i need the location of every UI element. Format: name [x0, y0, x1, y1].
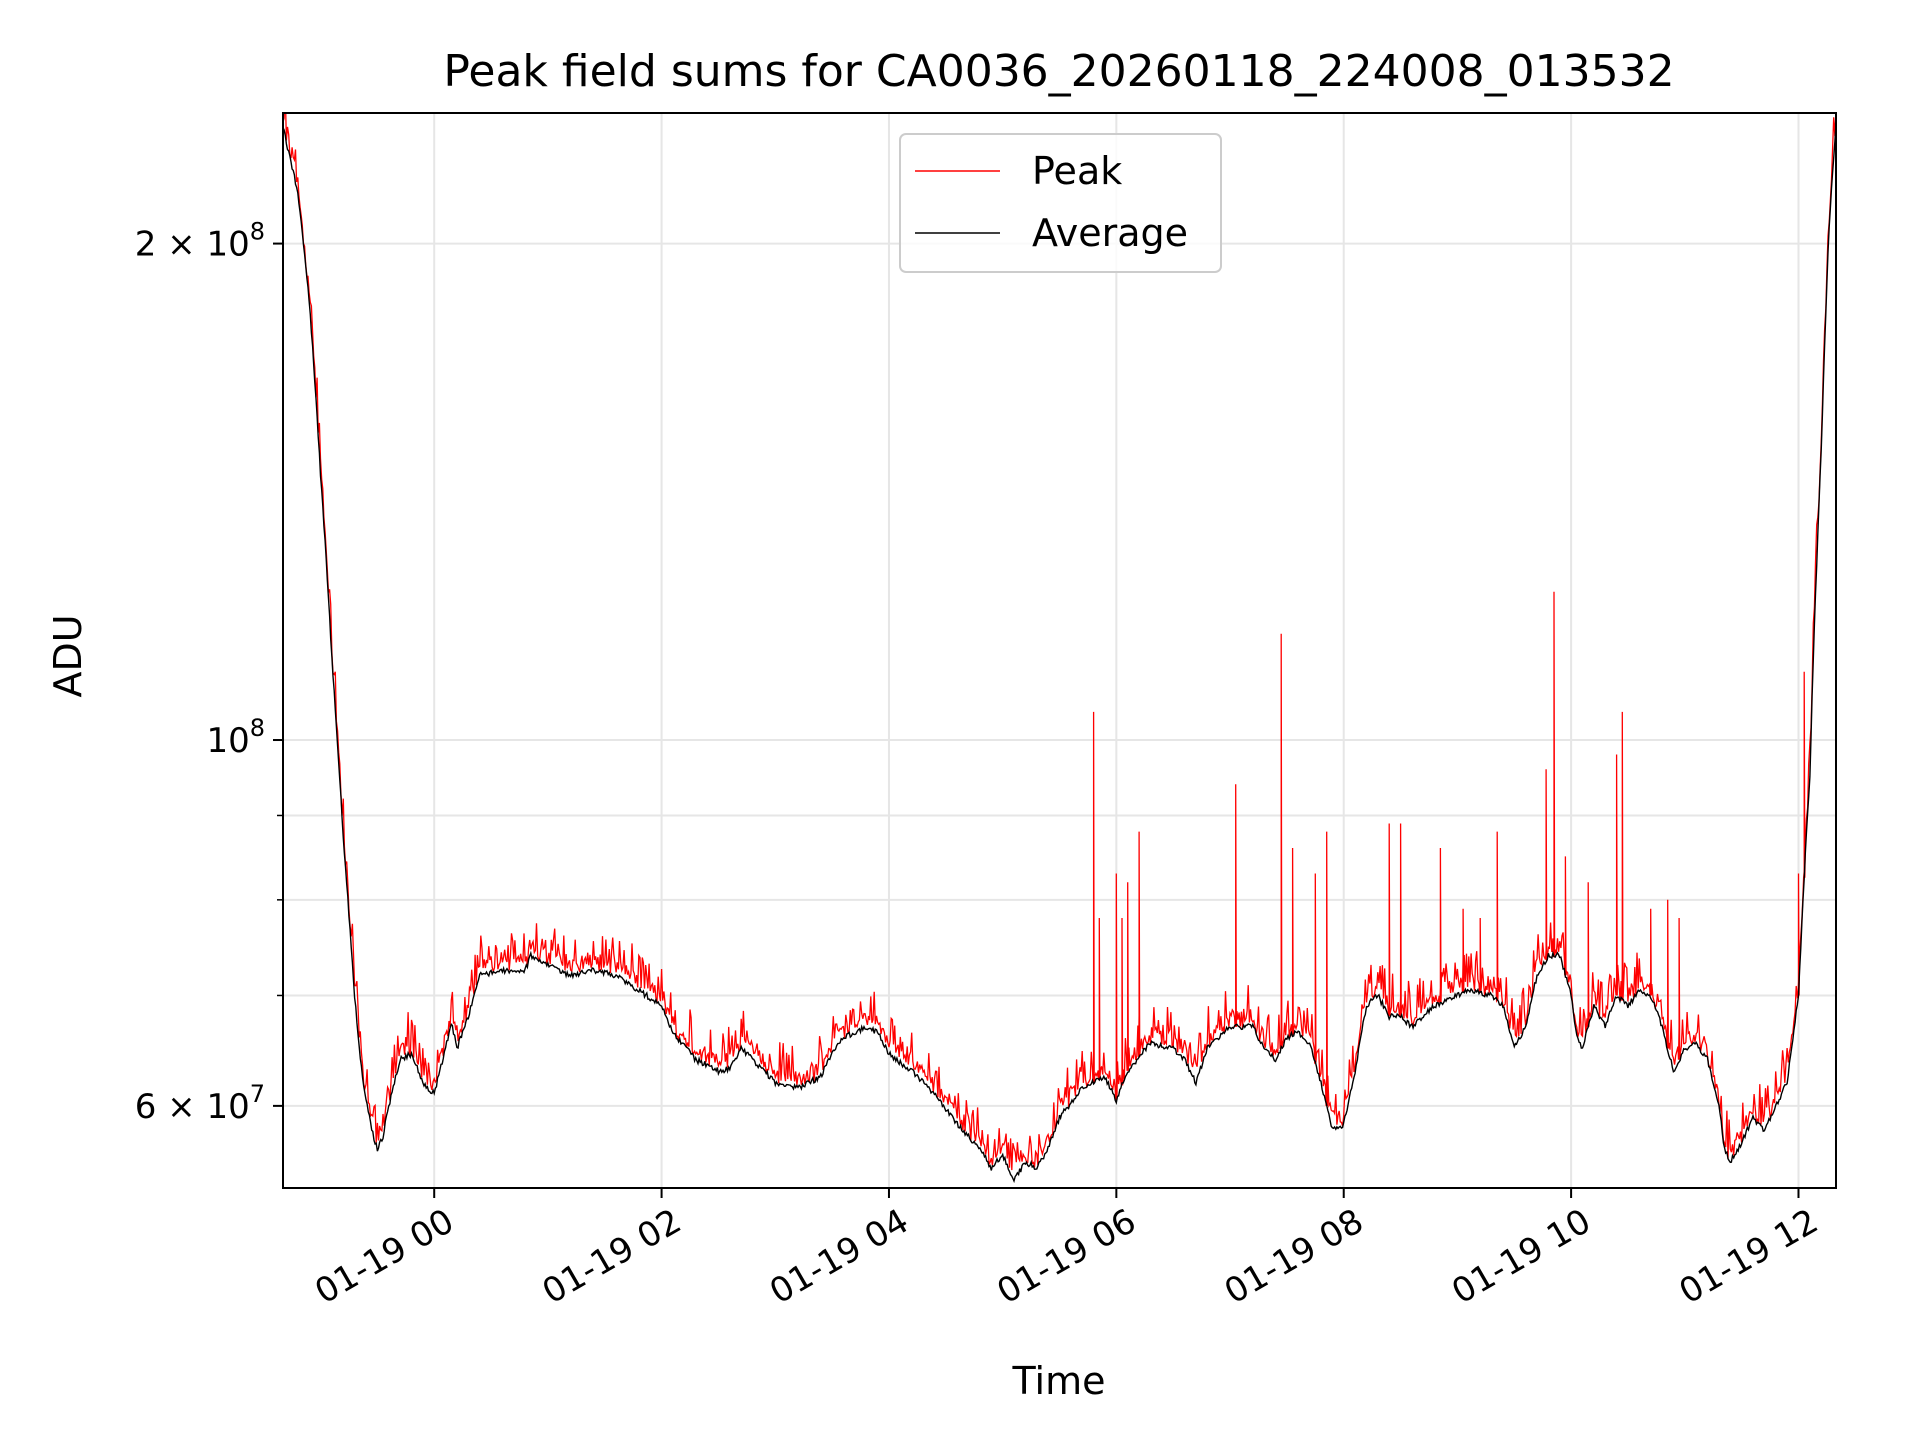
plot-frame [282, 112, 1837, 1189]
x-tick-label: 01-19 10 [1445, 1201, 1597, 1312]
x-tick-label: 01-19 08 [1218, 1201, 1370, 1312]
x-axis-label: Time [1012, 1359, 1106, 1403]
x-tick-label: 01-19 00 [308, 1201, 460, 1312]
x-tick-label: 01-19 04 [763, 1201, 915, 1312]
legend-peak-label: Peak [1032, 149, 1122, 193]
y-tick-label: 108 [206, 714, 265, 761]
y-tick-label: 2 × 108 [135, 218, 265, 265]
y-axis-label: ADU [46, 614, 90, 697]
x-tick-label: 01-19 12 [1673, 1201, 1825, 1312]
data-layer [283, 113, 1836, 1184]
grid-layer [283, 113, 1836, 1188]
y-tick-label: 6 × 107 [135, 1080, 265, 1127]
x-tick-label: 01-19 06 [990, 1201, 1142, 1312]
x-tick-label: 01-19 02 [536, 1201, 688, 1312]
legend: Peak Average [899, 133, 1222, 273]
peak-series-line [283, 113, 1836, 1171]
average-series-line [283, 122, 1836, 1184]
legend-frame [899, 133, 1222, 273]
chart-title: Peak field sums for CA0036_20260118_2240… [443, 46, 1674, 97]
legend-average-label: Average [1032, 211, 1188, 255]
